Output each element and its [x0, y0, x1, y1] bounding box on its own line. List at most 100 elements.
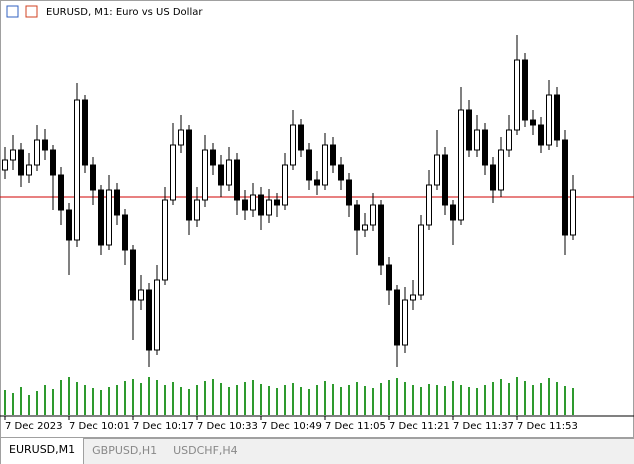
volume-bar [548, 378, 550, 415]
volume-bar [68, 377, 70, 415]
chart-tab[interactable]: GBPUSD,H1 [92, 444, 158, 457]
volume-bar [564, 386, 566, 415]
candle-body [514, 59, 520, 131]
volume-bar [76, 382, 78, 415]
volume-bar [124, 381, 126, 415]
volume-bar [324, 381, 326, 415]
volume-bar [348, 385, 350, 415]
candle-body [522, 59, 528, 121]
candle-body [314, 179, 320, 186]
candle-body [506, 129, 512, 151]
candle-body [82, 99, 88, 166]
chart-tab[interactable]: EURUSD,M1 [0, 438, 85, 464]
volume-bar [108, 387, 110, 415]
volume-bar [244, 382, 246, 415]
volume-bar [316, 385, 318, 415]
candle-body [498, 149, 504, 191]
candle-body [306, 149, 312, 181]
volume-bar [460, 385, 462, 415]
volume-bar [356, 382, 358, 415]
chart-tab[interactable]: USDCHF,H4 [173, 444, 238, 457]
candle-body [202, 149, 208, 201]
candle-body [258, 194, 264, 216]
volume-bar [60, 380, 62, 415]
candle-body [450, 204, 456, 221]
x-tick-label: 7 Dec 10:33 [197, 421, 258, 432]
candle-body [66, 209, 72, 241]
volume-bar [180, 387, 182, 415]
candle-body [106, 189, 112, 246]
volume-bar [300, 387, 302, 415]
volume-bar [292, 383, 294, 415]
volume-bar [468, 387, 470, 415]
icon [25, 5, 38, 18]
candle-body [114, 189, 120, 216]
candle-body [98, 189, 104, 246]
volume-bar [500, 379, 502, 415]
candle-body [42, 139, 48, 151]
candle-body [378, 204, 384, 266]
candle-body [562, 139, 568, 236]
volume-bar [92, 388, 94, 415]
candle-body [338, 164, 344, 181]
volume-bar [388, 380, 390, 415]
volume-bar [372, 388, 374, 415]
volume-bar [140, 383, 142, 415]
candle-body [386, 264, 392, 291]
candle-body [474, 129, 480, 151]
volume-bar [44, 385, 46, 415]
candle-body [410, 294, 416, 301]
volume-bar [164, 385, 166, 415]
candle-body [226, 159, 232, 186]
candle-body [530, 119, 536, 126]
volume-bar [268, 386, 270, 415]
volume-bar [532, 385, 534, 415]
candle-body [2, 159, 8, 171]
volume-bar [332, 384, 334, 415]
candle-body [346, 179, 352, 206]
volume-bar [20, 387, 22, 415]
volume-bar [540, 383, 542, 415]
volume-bar [436, 385, 438, 415]
volume-bar [452, 381, 454, 415]
volume-bar [116, 385, 118, 415]
volume-bar [396, 378, 398, 415]
volume-bar [188, 389, 190, 415]
candle-body [18, 149, 24, 176]
candle-body [570, 189, 576, 236]
candle-body [74, 99, 80, 241]
candle-body [418, 224, 424, 296]
candle-body [266, 199, 272, 216]
candle-body [322, 144, 328, 186]
volume-bar [572, 388, 574, 415]
volume-bar [260, 384, 262, 415]
volume-bar [444, 386, 446, 415]
volume-bar [404, 382, 406, 415]
x-tick-label: 7 Dec 10:49 [261, 421, 322, 432]
volume-bar [340, 387, 342, 415]
candle-body [354, 204, 360, 231]
volume-bar [284, 385, 286, 415]
candle-body [218, 164, 224, 186]
volume-bar [228, 387, 230, 415]
candle-body [130, 249, 136, 301]
chart-icons [6, 5, 38, 18]
candle-body [122, 214, 128, 251]
x-tick-label: 7 Dec 11:37 [453, 421, 514, 432]
candle-body [538, 124, 544, 146]
chart-frame [0, 0, 634, 438]
x-tick-label: 7 Dec 11:05 [325, 421, 386, 432]
volume-bar [52, 389, 54, 415]
x-tick-label: 7 Dec 10:01 [69, 421, 130, 432]
volume-bar [524, 381, 526, 415]
volume-bar [308, 389, 310, 415]
candle-body [402, 299, 408, 346]
candle-body [210, 149, 216, 166]
volume-bar [12, 393, 14, 415]
icon [6, 5, 19, 18]
volume-bar [84, 385, 86, 415]
candle-body [50, 149, 56, 176]
volume-bar [508, 383, 510, 415]
x-tick-label: 7 Dec 11:21 [389, 421, 450, 432]
volume-bar [196, 385, 198, 415]
